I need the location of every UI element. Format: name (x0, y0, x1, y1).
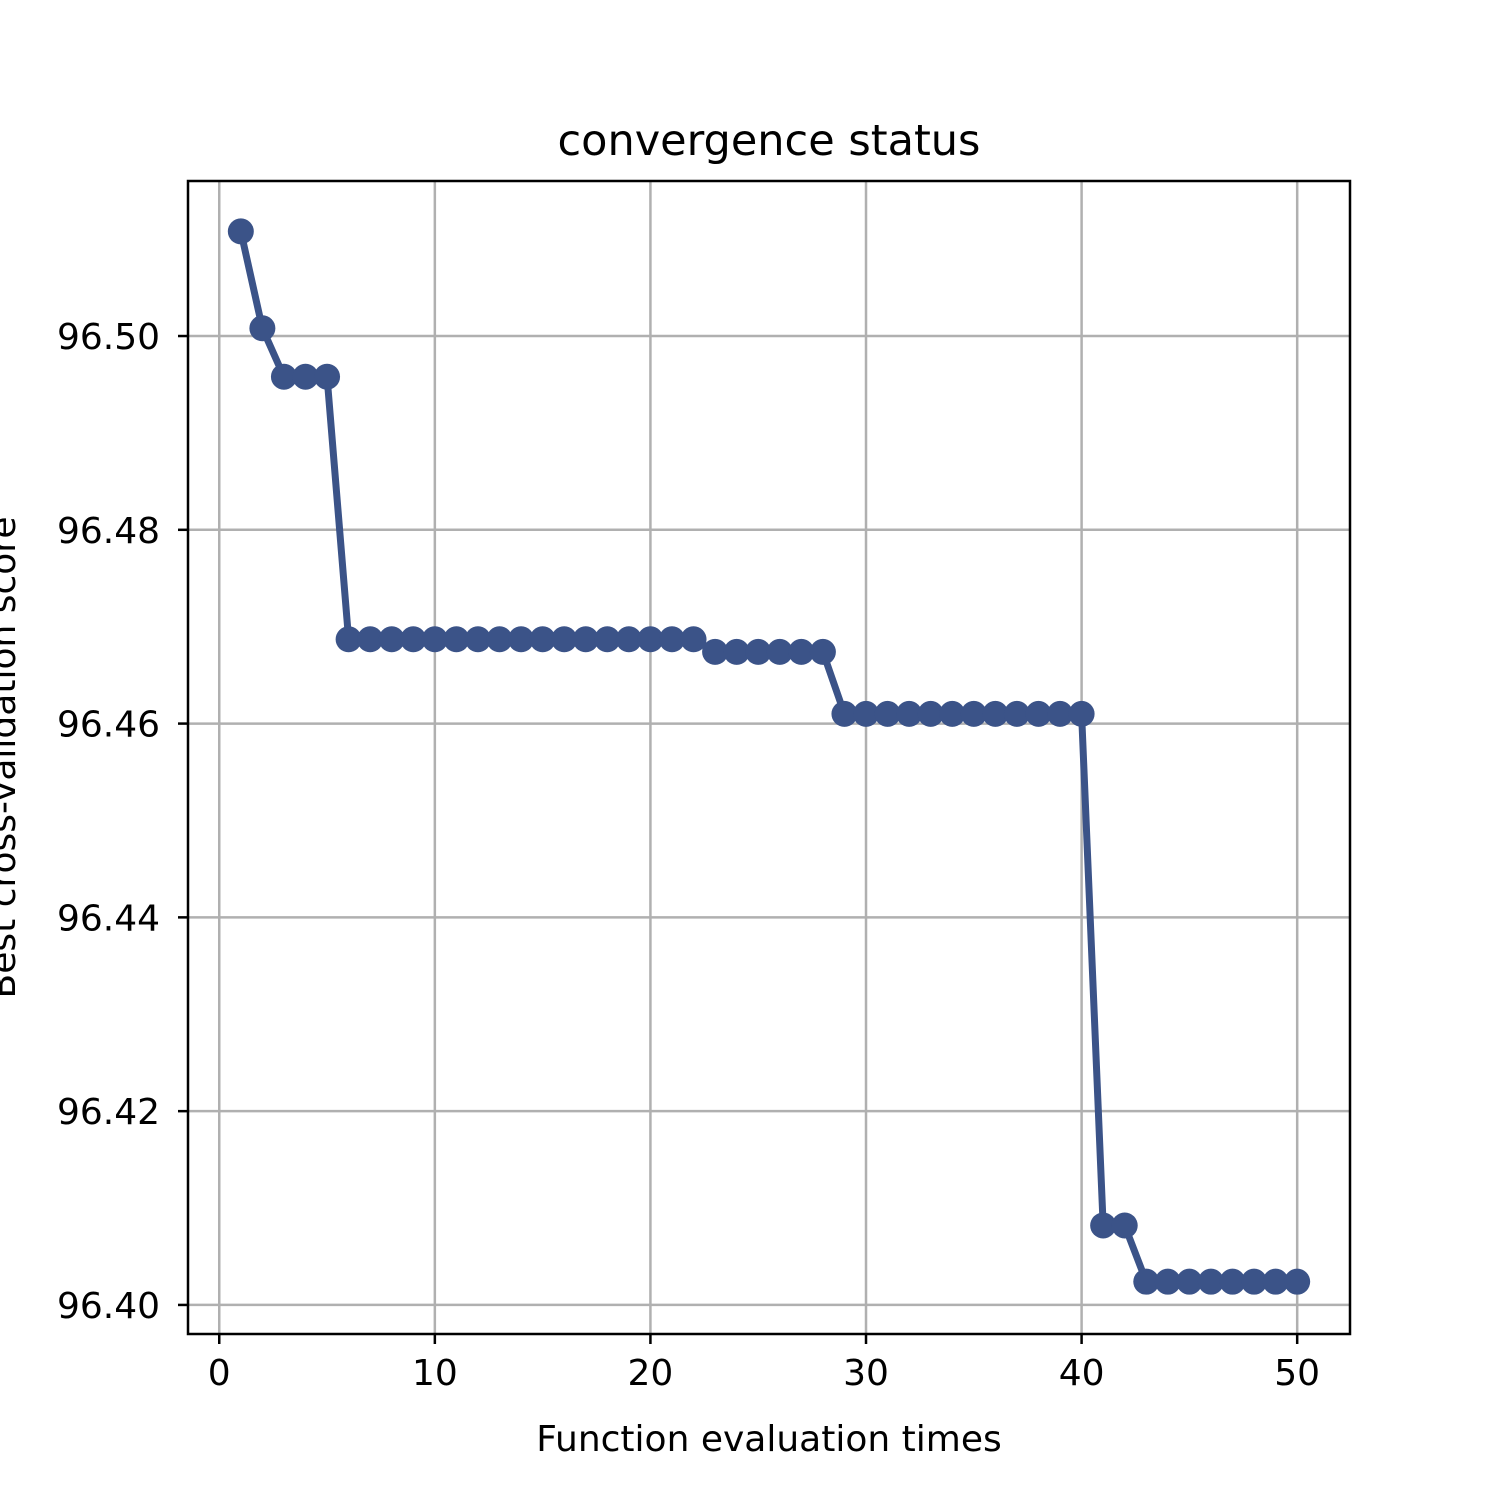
data-point (939, 700, 966, 727)
plot-frame (186, 179, 1352, 1336)
data-point (378, 626, 405, 653)
data-point (766, 638, 793, 665)
data-point (831, 700, 858, 727)
x-tick-label: 10 (412, 1353, 458, 1394)
data-point (227, 218, 254, 245)
x-tick-label: 40 (1059, 1353, 1105, 1394)
data-point (1197, 1268, 1224, 1295)
data-point (917, 700, 944, 727)
data-point (1262, 1268, 1289, 1295)
data-point (896, 700, 923, 727)
data-point (637, 626, 664, 653)
data-point (1003, 700, 1030, 727)
data-point (1025, 700, 1052, 727)
data-point (658, 626, 685, 653)
data-point (464, 626, 491, 653)
data-point (615, 626, 642, 653)
data-point (960, 700, 987, 727)
grid (188, 181, 1350, 1334)
data-point (249, 315, 276, 342)
data-point (853, 700, 880, 727)
data-point (400, 626, 427, 653)
data-point (335, 626, 362, 653)
series-1 (227, 218, 1311, 1295)
x-axis-label: Function evaluation times (536, 1419, 1001, 1460)
x-tick-label: 20 (628, 1353, 674, 1394)
y-tick-label: 96.50 (57, 317, 160, 358)
y-tick-label: 96.46 (57, 705, 160, 746)
data-point (357, 626, 384, 653)
y-tick-label: 96.40 (57, 1286, 160, 1327)
data-point (874, 700, 901, 727)
data-point (551, 626, 578, 653)
data-point (1111, 1212, 1138, 1239)
data-point (1154, 1268, 1181, 1295)
data-point (292, 363, 319, 390)
data-point (680, 626, 707, 653)
x-tick-label: 0 (208, 1353, 231, 1394)
y-axis-label: Best cross-validation score (0, 517, 24, 999)
chart-title: convergence status (558, 116, 981, 166)
data-point (1047, 700, 1074, 727)
y-tick-label: 96.48 (57, 511, 160, 552)
data-point (529, 626, 556, 653)
y-tick-label: 96.42 (57, 1092, 160, 1133)
data-point (1090, 1212, 1117, 1239)
y-tick-label: 96.44 (57, 898, 160, 939)
data-point (1068, 700, 1095, 727)
data-point (1284, 1268, 1311, 1295)
data-point (982, 700, 1009, 727)
data-point (1219, 1268, 1246, 1295)
data-point (788, 638, 815, 665)
data-point (314, 363, 341, 390)
data-point (1241, 1268, 1268, 1295)
data-point (508, 626, 535, 653)
data-point (809, 638, 836, 665)
x-axis: 0 10 20 30 40 50 (208, 1334, 1320, 1394)
data-point (572, 626, 599, 653)
data-point (1176, 1268, 1203, 1295)
data-point (723, 638, 750, 665)
data-point (270, 363, 297, 390)
series-layer (227, 218, 1311, 1295)
y-axis: 96.40 96.42 96.44 96.46 96.48 96.50 (57, 317, 188, 1327)
x-tick-label: 50 (1274, 1353, 1320, 1394)
data-point (421, 626, 448, 653)
x-tick-label: 30 (843, 1353, 889, 1394)
data-point (486, 626, 513, 653)
data-point (1133, 1268, 1160, 1295)
data-point (745, 638, 772, 665)
data-point (443, 626, 470, 653)
data-point (702, 638, 729, 665)
data-point (594, 626, 621, 653)
